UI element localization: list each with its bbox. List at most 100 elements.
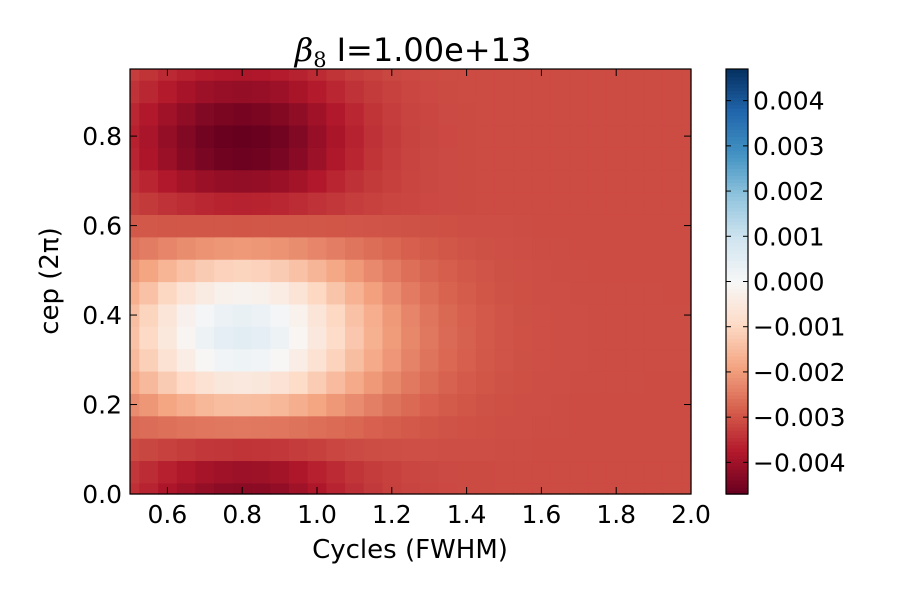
heatmap-cell xyxy=(625,303,645,327)
colorbar-segment xyxy=(726,324,748,329)
heatmap-cell xyxy=(419,460,440,484)
heatmap-cell xyxy=(363,393,384,417)
heatmap-cell xyxy=(532,259,552,283)
colorbar-segment xyxy=(726,341,748,346)
heatmap-cell xyxy=(532,124,552,148)
heatmap-cell xyxy=(494,415,514,439)
heatmap-cell xyxy=(625,236,645,260)
heatmap-cell xyxy=(532,348,552,372)
heatmap-cell xyxy=(195,102,215,126)
heatmap-cell xyxy=(139,214,159,238)
heatmap-cell xyxy=(569,80,589,104)
heatmap-cell xyxy=(307,370,327,394)
heatmap-cell xyxy=(625,102,645,126)
heatmap-cell xyxy=(532,192,552,215)
heatmap-cell xyxy=(345,169,365,193)
colorbar-segment xyxy=(726,260,748,265)
heatmap-cell xyxy=(513,393,533,417)
heatmap-cell xyxy=(457,348,477,372)
heatmap-cell xyxy=(569,259,589,283)
heatmap-cell xyxy=(532,370,552,394)
heatmap-cell xyxy=(158,214,178,238)
heatmap-cell xyxy=(681,438,692,462)
heatmap-cell xyxy=(326,303,346,327)
heatmap-cell xyxy=(176,393,197,417)
heatmap-cell xyxy=(130,147,140,171)
heatmap-cell xyxy=(625,326,645,350)
heatmap-cell xyxy=(644,259,664,283)
heatmap-cell xyxy=(644,303,664,327)
heatmap-cell xyxy=(419,348,440,372)
heatmap-cell xyxy=(307,281,327,305)
heatmap-cell xyxy=(494,438,514,462)
colorbar-segment xyxy=(726,384,748,389)
heatmap-cell xyxy=(288,281,309,305)
heatmap-cell xyxy=(457,326,477,350)
heatmap-cell xyxy=(588,303,608,327)
heatmap-cell xyxy=(363,303,384,327)
heatmap-cell xyxy=(438,214,458,238)
heatmap-cell xyxy=(606,326,627,350)
colorbar-segment xyxy=(726,292,748,297)
heatmap-cell xyxy=(270,281,290,305)
heatmap-cells xyxy=(130,69,692,495)
heatmap-cell xyxy=(644,348,664,372)
heatmap-cell xyxy=(588,69,608,81)
heatmap-cell xyxy=(326,370,346,394)
heatmap-cell xyxy=(382,460,402,484)
heatmap-cell xyxy=(232,326,253,350)
heatmap-cell xyxy=(158,281,178,305)
heatmap-cell xyxy=(139,370,159,394)
title-symbol: β xyxy=(294,31,314,69)
heatmap-cell xyxy=(513,169,533,193)
heatmap-cell xyxy=(251,303,271,327)
colorbar-segment xyxy=(726,299,748,304)
heatmap-cell xyxy=(662,303,683,327)
heatmap-cell xyxy=(419,236,440,260)
heatmap-cell xyxy=(158,102,178,126)
heatmap-cell xyxy=(232,281,253,305)
heatmap-cell xyxy=(419,482,440,495)
colorbar-tick-label: −0.004 xyxy=(753,448,846,477)
heatmap-cell xyxy=(494,348,514,372)
colorbar-segment xyxy=(726,253,748,258)
colorbar-segment xyxy=(726,426,748,431)
heatmap-cell xyxy=(158,259,178,283)
colorbar-segment xyxy=(726,93,748,99)
heatmap-cell xyxy=(130,236,140,260)
heatmap-cell xyxy=(550,393,571,417)
colorbar-segment xyxy=(726,302,748,307)
heatmap-cell xyxy=(569,326,589,350)
heatmap-cell xyxy=(550,326,571,350)
heatmap-cell xyxy=(550,438,571,462)
heatmap-cell xyxy=(139,169,159,193)
heatmap-cell xyxy=(681,415,692,439)
heatmap-cell xyxy=(326,460,346,484)
heatmap-cell xyxy=(569,370,589,394)
colorbar-segment xyxy=(726,391,748,396)
heatmap-cell xyxy=(307,214,327,238)
heatmap-cell xyxy=(195,482,215,495)
heatmap-cell xyxy=(382,281,402,305)
heatmap-cell xyxy=(214,102,234,126)
heatmap-cell xyxy=(214,326,234,350)
heatmap-cell xyxy=(214,393,234,417)
heatmap-cell xyxy=(139,303,159,327)
heatmap-cell xyxy=(532,214,552,238)
x-tick-label: 1.0 xyxy=(297,500,337,529)
heatmap-cell xyxy=(345,69,365,81)
colorbar-segment xyxy=(726,171,748,176)
heatmap-cell xyxy=(288,370,309,394)
heatmap-cell xyxy=(288,236,309,260)
heatmap-cell xyxy=(550,259,571,283)
heatmap-cell xyxy=(345,124,365,148)
heatmap-cell xyxy=(494,460,514,484)
heatmap-cell xyxy=(662,415,683,439)
heatmap-cell xyxy=(345,259,365,283)
heatmap-cell xyxy=(307,348,327,372)
heatmap-cell xyxy=(550,214,571,238)
heatmap-cell xyxy=(438,460,458,484)
heatmap-cell xyxy=(251,415,271,439)
heatmap-cell xyxy=(251,281,271,305)
heatmap-cell xyxy=(270,236,290,260)
